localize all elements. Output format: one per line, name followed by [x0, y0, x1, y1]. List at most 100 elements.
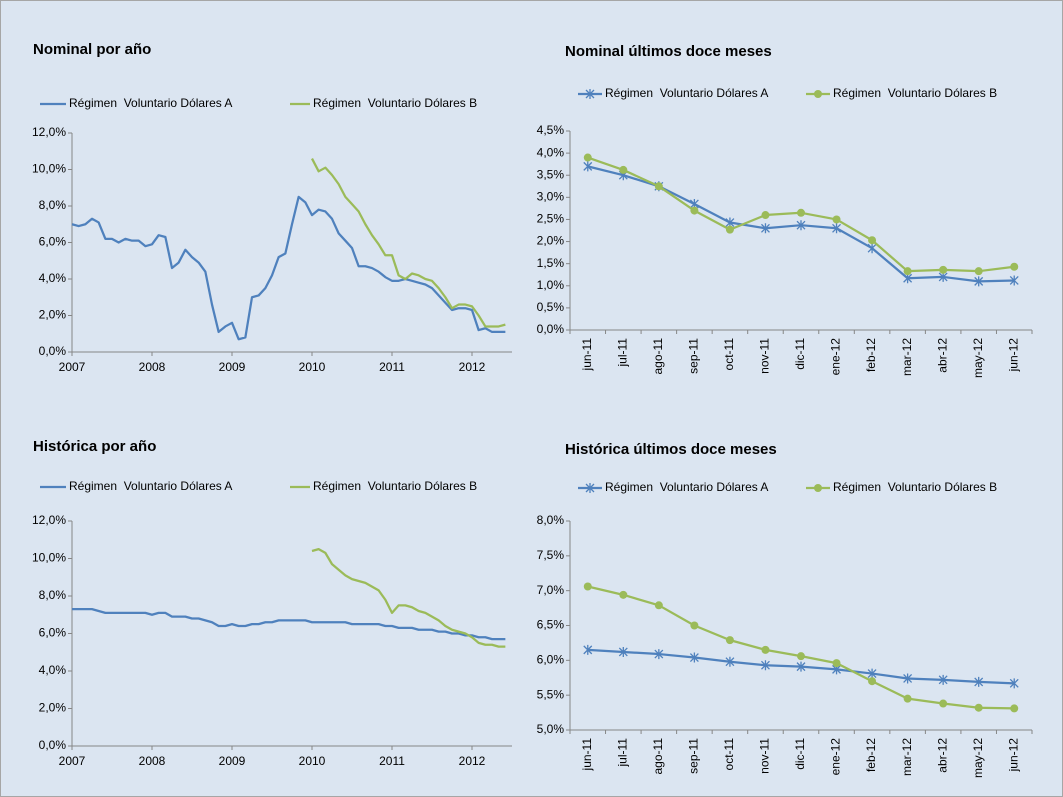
point-marker — [867, 668, 877, 679]
x-tick-label: abr-12 — [935, 338, 949, 373]
point-marker — [583, 644, 593, 655]
legend-label: Régimen Voluntario Dólares B — [313, 479, 477, 493]
point-marker — [761, 211, 770, 220]
point-marker — [1010, 704, 1019, 713]
point-marker — [690, 206, 699, 215]
legend-label: Régimen Voluntario Dólares A — [605, 480, 768, 494]
y-tick-label: 6,5% — [537, 618, 565, 632]
point-marker — [619, 590, 628, 599]
chart-title: Histórica últimos doce meses — [565, 441, 777, 458]
x-tick-label: ago-11 — [651, 738, 665, 775]
point-marker — [974, 676, 984, 687]
y-tick-label: 3,0% — [537, 190, 565, 204]
y-tick-label: 5,0% — [537, 722, 565, 736]
point-marker — [868, 236, 877, 245]
x-tick-label: jun-11 — [580, 338, 594, 372]
x-tick-label: feb-12 — [864, 738, 878, 772]
point-marker — [938, 674, 948, 685]
point-marker — [832, 223, 841, 234]
point-marker — [939, 265, 948, 274]
legend-label: Régimen Voluntario Dólares B — [833, 86, 997, 100]
x-tick-label: dic-11 — [793, 738, 807, 770]
x-tick-label: ago-11 — [651, 338, 665, 375]
x-tick-label: sep-11 — [687, 338, 701, 374]
legend-label: Régimen Voluntario Dólares A — [69, 96, 232, 110]
y-tick-label: 0,5% — [537, 300, 565, 314]
point-marker — [619, 165, 628, 174]
x-tick-label: abr-12 — [935, 738, 949, 773]
point-marker — [903, 267, 912, 276]
x-tick-label: ene-12 — [829, 738, 843, 776]
point-marker — [903, 694, 912, 703]
x-tick-label: jul-11 — [615, 338, 629, 368]
y-tick-label: 8,0% — [39, 588, 67, 602]
x-tick-label: 2008 — [139, 754, 166, 768]
y-tick-label: 4,5% — [537, 123, 565, 137]
legend-marker — [814, 484, 822, 492]
y-tick-label: 0,0% — [39, 344, 67, 358]
y-tick-label: 7,0% — [537, 583, 565, 597]
x-tick-label: dic-11 — [793, 338, 807, 370]
x-tick-label: 2011 — [379, 754, 405, 768]
x-tick-label: 2008 — [139, 360, 166, 374]
point-marker — [725, 656, 735, 667]
point-marker — [1010, 262, 1019, 271]
point-marker — [868, 677, 877, 686]
y-tick-label: 2,0% — [537, 234, 565, 248]
point-marker — [725, 636, 734, 645]
y-tick-label: 4,0% — [39, 271, 67, 285]
point-marker — [832, 659, 841, 668]
y-tick-label: 2,0% — [39, 701, 67, 715]
x-tick-label: 2012 — [459, 360, 486, 374]
point-marker — [796, 661, 806, 672]
point-marker — [1009, 678, 1019, 689]
y-tick-label: 6,0% — [537, 653, 565, 667]
y-tick-label: 0,0% — [39, 738, 67, 752]
y-tick-label: 1,5% — [537, 256, 565, 270]
point-marker — [761, 660, 770, 671]
y-tick-label: 2,0% — [39, 308, 67, 322]
x-tick-label: 2010 — [299, 360, 326, 374]
legend-label: Régimen Voluntario Dólares A — [69, 479, 232, 493]
point-marker — [832, 215, 841, 224]
legend-marker — [585, 483, 595, 493]
point-marker — [583, 153, 592, 162]
y-tick-label: 1,0% — [537, 278, 565, 292]
point-marker — [761, 645, 770, 654]
point-marker — [583, 582, 592, 591]
point-marker — [1009, 275, 1019, 286]
y-tick-label: 8,0% — [39, 198, 67, 212]
chart-title: Nominal últimos doce meses — [565, 43, 772, 60]
point-marker — [654, 182, 663, 191]
chart-title: Histórica por año — [33, 438, 156, 455]
point-marker — [797, 208, 805, 217]
point-marker — [725, 225, 734, 234]
y-tick-label: 5,5% — [537, 687, 565, 701]
series-line — [72, 608, 506, 641]
point-marker — [974, 276, 984, 287]
series-line — [311, 158, 506, 328]
x-tick-label: may-12 — [971, 738, 985, 778]
y-tick-label: 2,5% — [537, 212, 565, 226]
point-marker — [689, 652, 699, 663]
point-marker — [903, 673, 913, 684]
series-line — [71, 195, 506, 341]
x-tick-label: jun-12 — [1006, 338, 1020, 373]
x-tick-label: jun-11 — [580, 738, 594, 772]
x-tick-label: feb-12 — [864, 338, 878, 372]
x-tick-label: oct-11 — [722, 738, 736, 771]
x-tick-label: jun-12 — [1006, 738, 1020, 773]
y-tick-label: 6,0% — [39, 626, 67, 640]
x-tick-label: 2009 — [219, 360, 246, 374]
y-tick-label: 12,0% — [32, 513, 66, 527]
point-marker — [939, 699, 948, 708]
y-tick-label: 0,0% — [537, 322, 565, 336]
legend-label: Régimen Voluntario Dólares B — [833, 480, 997, 494]
y-tick-label: 8,0% — [537, 513, 565, 527]
point-marker — [618, 646, 628, 657]
x-tick-label: ene-12 — [829, 338, 843, 376]
point-marker — [654, 649, 664, 660]
point-marker — [690, 621, 699, 630]
